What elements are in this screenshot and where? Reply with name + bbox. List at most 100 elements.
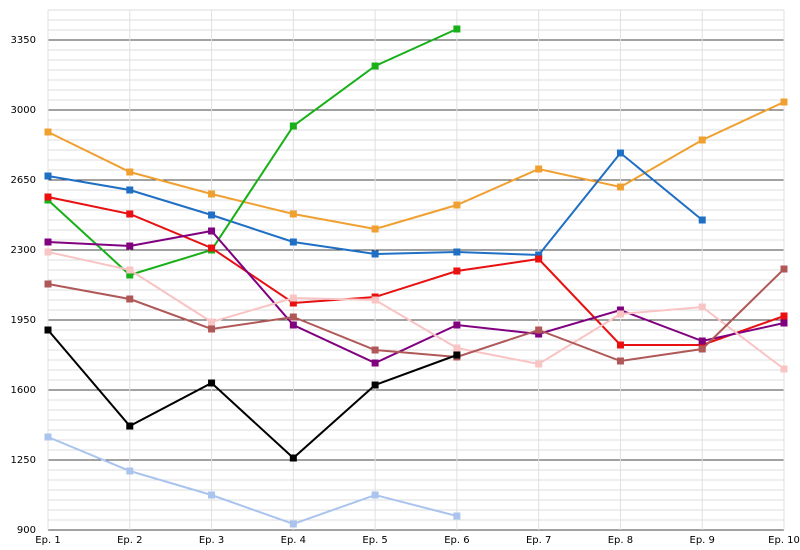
- x-tick-label: Ep. 5: [362, 535, 387, 546]
- point-marker: [126, 168, 134, 176]
- point-marker: [208, 227, 216, 235]
- point-marker: [289, 122, 297, 130]
- point-marker: [289, 299, 297, 307]
- point-marker: [208, 244, 216, 252]
- series-line: [47, 28, 458, 277]
- point-marker: [289, 313, 297, 321]
- point-marker: [453, 25, 461, 33]
- point-marker: [453, 201, 461, 209]
- y-tick-label: 3350: [11, 35, 36, 46]
- point-marker: [616, 310, 624, 318]
- point-marker: [289, 294, 297, 302]
- point-marker: [535, 326, 543, 334]
- y-tick-label: 2650: [11, 175, 36, 186]
- point-marker: [453, 512, 461, 520]
- series-line: [47, 268, 785, 363]
- x-tick-label: Ep. 8: [608, 535, 633, 546]
- point-marker: [616, 183, 624, 191]
- point-marker: [453, 344, 461, 352]
- point-marker: [44, 280, 52, 288]
- point-marker: [371, 225, 379, 233]
- y-tick-label: 900: [17, 525, 36, 536]
- y-tick-label: 1950: [11, 315, 36, 326]
- point-marker: [208, 325, 216, 333]
- point-marker: [44, 326, 52, 334]
- point-marker: [780, 319, 788, 327]
- point-marker: [616, 341, 624, 349]
- point-marker: [371, 381, 379, 389]
- point-marker: [780, 312, 788, 320]
- point-marker: [780, 365, 788, 373]
- point-marker: [453, 351, 461, 359]
- point-marker: [44, 193, 52, 201]
- point-marker: [453, 248, 461, 256]
- point-marker: [535, 251, 543, 259]
- point-marker: [453, 267, 461, 275]
- x-tick-label: Ep. 9: [690, 535, 715, 546]
- x-tick-label: Ep. 10: [768, 535, 800, 546]
- series-line: [47, 101, 785, 231]
- point-marker: [126, 467, 134, 475]
- point-marker: [208, 491, 216, 499]
- point-marker: [535, 360, 543, 368]
- point-marker: [126, 422, 134, 430]
- x-tick-label: Ep. 2: [117, 535, 142, 546]
- series-line: [47, 329, 458, 460]
- point-marker: [371, 359, 379, 367]
- point-marker: [698, 337, 706, 345]
- point-marker: [616, 149, 624, 157]
- series-line: [47, 251, 785, 370]
- point-marker: [616, 357, 624, 365]
- x-tick-label: Ep. 1: [35, 535, 60, 546]
- point-marker: [208, 190, 216, 198]
- point-marker: [289, 520, 297, 528]
- y-tick-label: 3000: [11, 105, 36, 116]
- x-tick-label: Ep. 7: [526, 535, 551, 546]
- series-line: [47, 436, 458, 526]
- point-marker: [535, 165, 543, 173]
- point-marker: [371, 250, 379, 258]
- point-marker: [535, 330, 543, 338]
- point-marker: [371, 296, 379, 304]
- point-marker: [780, 265, 788, 273]
- x-tick-label: Ep. 3: [199, 535, 224, 546]
- point-marker: [208, 318, 216, 326]
- point-marker: [208, 379, 216, 387]
- point-marker: [126, 295, 134, 303]
- point-marker: [44, 248, 52, 256]
- y-tick-label: 2300: [11, 245, 36, 256]
- point-marker: [616, 306, 624, 314]
- point-marker: [698, 136, 706, 144]
- point-marker: [208, 211, 216, 219]
- point-marker: [126, 242, 134, 250]
- point-marker: [126, 210, 134, 218]
- series-line: [47, 229, 785, 365]
- point-marker: [698, 341, 706, 349]
- point-marker: [289, 210, 297, 218]
- point-marker: [371, 491, 379, 499]
- point-marker: [535, 255, 543, 263]
- point-marker: [126, 186, 134, 194]
- point-marker: [371, 346, 379, 354]
- point-marker: [44, 128, 52, 136]
- point-marker: [698, 345, 706, 353]
- y-tick-label: 1600: [11, 385, 36, 396]
- point-marker: [126, 271, 134, 279]
- point-marker: [371, 62, 379, 70]
- point-marker: [44, 172, 52, 180]
- point-marker: [44, 433, 52, 441]
- point-marker: [780, 98, 788, 106]
- point-marker: [44, 238, 52, 246]
- point-marker: [289, 238, 297, 246]
- x-tick-label: Ep. 6: [444, 535, 469, 546]
- point-marker: [698, 303, 706, 311]
- point-marker: [289, 454, 297, 462]
- point-marker: [698, 216, 706, 224]
- point-marker: [289, 321, 297, 329]
- x-tick-label: Ep. 4: [281, 535, 306, 546]
- point-marker: [453, 321, 461, 329]
- y-tick-label: 1250: [11, 455, 36, 466]
- series-line: [47, 196, 785, 346]
- point-marker: [126, 266, 134, 274]
